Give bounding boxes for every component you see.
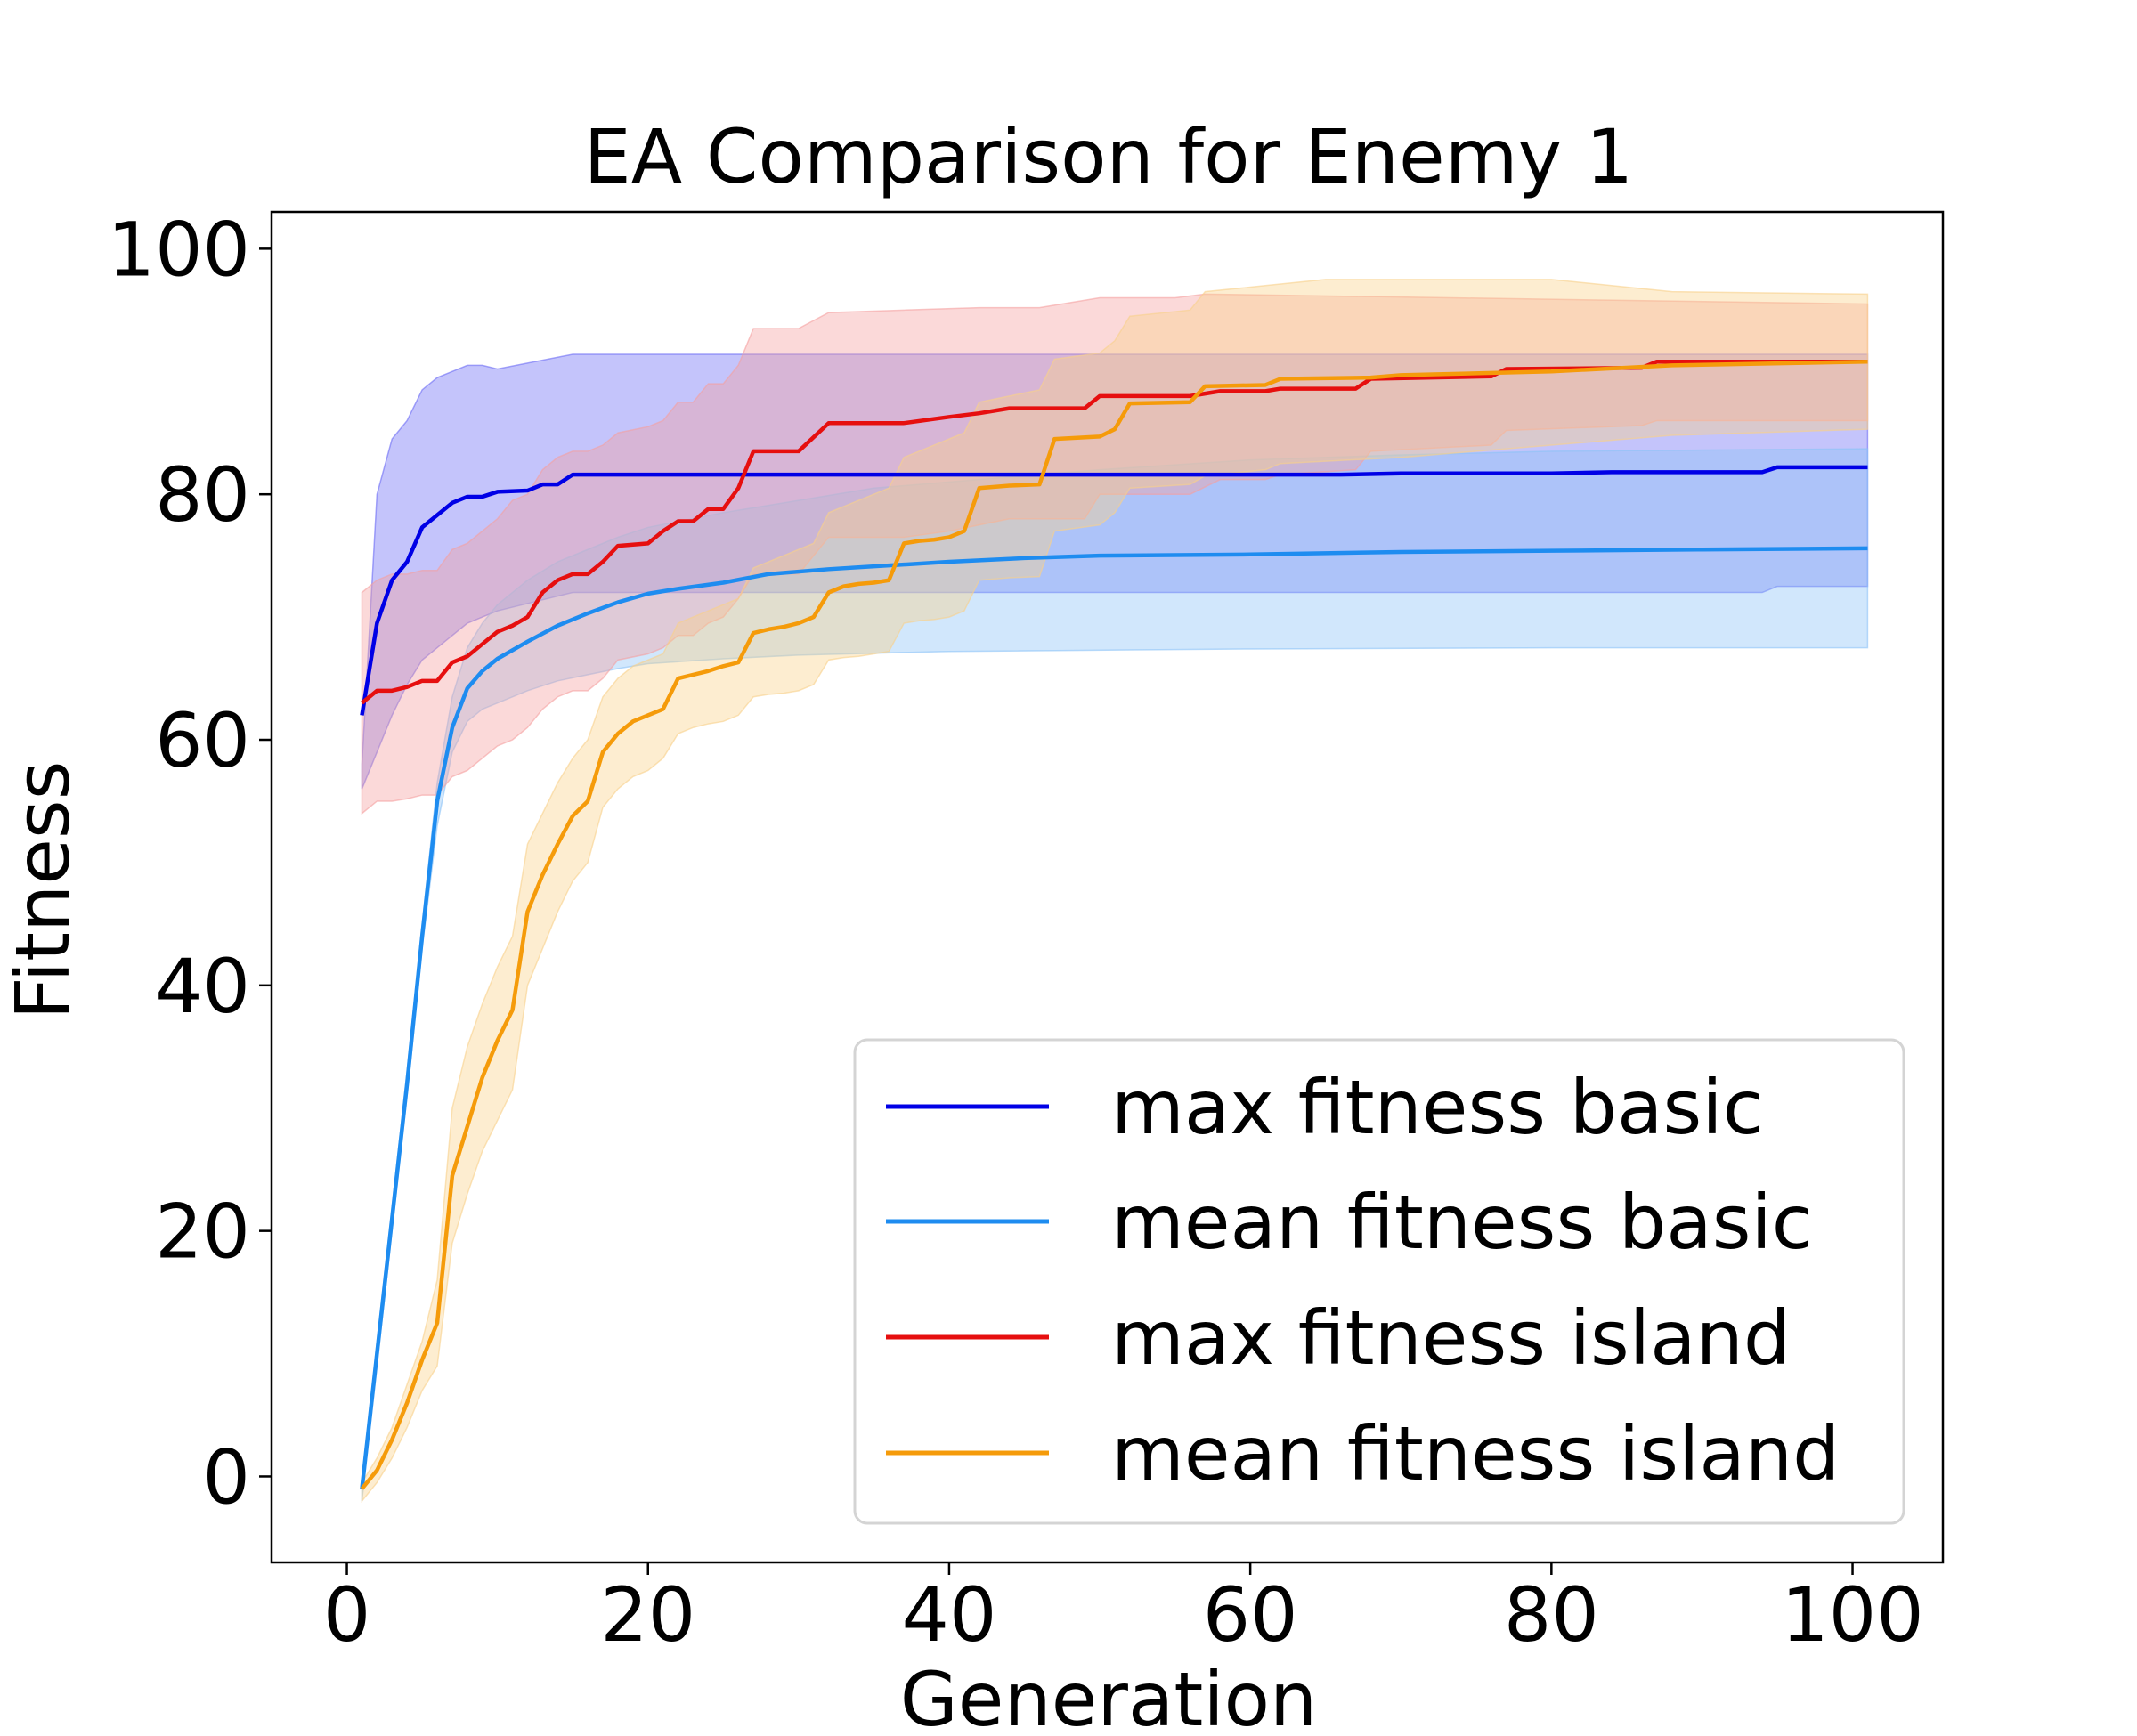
line-mean-fitness-basic [360, 546, 1868, 1489]
y-tick-label: 60 [155, 697, 250, 784]
band-mean-fitness-island [361, 279, 1869, 1504]
legend-label-max-fitness-island: max fitness island [1111, 1294, 1791, 1382]
line-mean-fitness-island [360, 359, 1868, 1490]
y-tick-label: 40 [155, 943, 250, 1030]
legend-label-max-fitness-basic: max fitness basic [1111, 1064, 1764, 1151]
x-tick-label: 60 [1203, 1571, 1298, 1659]
confidence-bands [361, 279, 1869, 1504]
y-tick-label: 20 [155, 1188, 250, 1276]
band-mean-fitness-basic [361, 448, 1869, 1502]
y-tick-label: 0 [203, 1433, 250, 1521]
x-tick-label: 40 [902, 1571, 997, 1659]
y-tick-label: 100 [108, 206, 250, 293]
legend-box [853, 1038, 1905, 1525]
x-axis-ticks: 0 20 40 60 80 100 [323, 1562, 1924, 1659]
y-tick-label: 80 [155, 451, 250, 539]
line-max-fitness-basic [360, 465, 1868, 716]
x-tick-label: 20 [600, 1571, 695, 1659]
y-axis-label: Fitness [0, 761, 86, 1020]
legend-label-mean-fitness-basic: mean fitness basic [1111, 1179, 1813, 1266]
x-tick-label: 0 [323, 1571, 370, 1659]
plot-frame [270, 210, 1945, 1564]
legend-label-mean-fitness-island: mean fitness island [1111, 1410, 1840, 1497]
x-tick-label: 100 [1781, 1571, 1923, 1659]
legend-entries: max fitness basic mean fitness basic max f… [886, 1064, 1840, 1497]
band-max-fitness-island [361, 293, 1869, 815]
x-axis-label: Generation [900, 1656, 1318, 1736]
line-max-fitness-island [361, 359, 1868, 705]
band-max-fitness-basic [361, 353, 1869, 790]
chart-title: EA Comparison for Enemy 1 [584, 113, 1634, 200]
series-lines [360, 359, 1868, 1490]
legend: max fitness basic mean fitness basic max f… [853, 1038, 1905, 1525]
x-tick-label: 80 [1504, 1571, 1599, 1659]
y-axis-ticks: 0 20 40 60 80 100 [108, 206, 272, 1521]
